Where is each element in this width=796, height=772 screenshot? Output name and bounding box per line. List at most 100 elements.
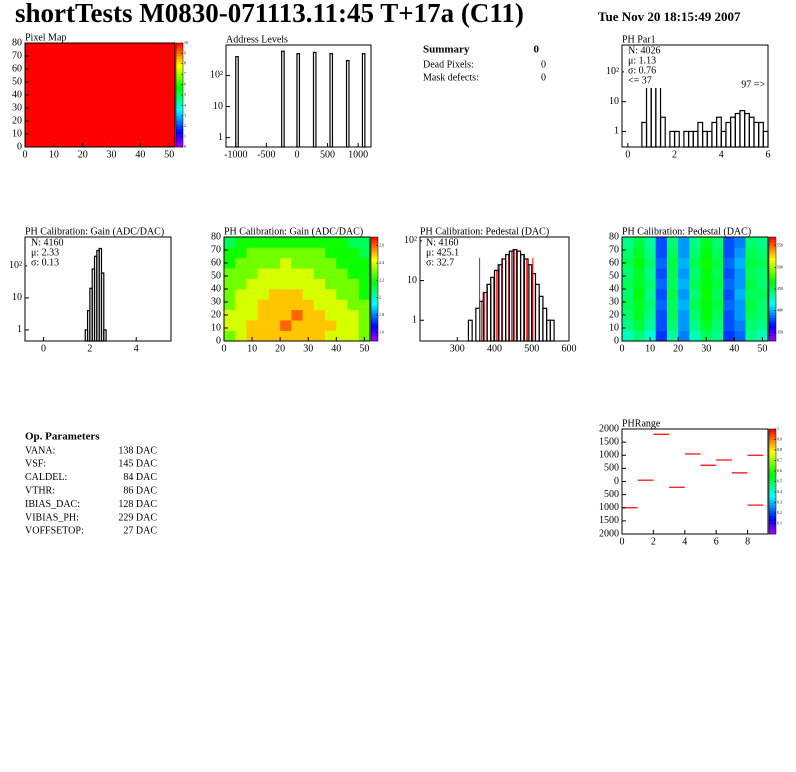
x-tick-label: 4 <box>134 343 139 354</box>
colorbar-step <box>769 486 776 490</box>
heatmap-cell <box>280 299 292 311</box>
colorbar-step <box>371 242 378 246</box>
heatmap-cell <box>291 330 303 342</box>
heatmap-cell <box>734 268 746 279</box>
heatmap-cell <box>622 320 634 331</box>
heatmap-cell <box>700 320 713 331</box>
heatmap-cell <box>734 299 746 311</box>
colorbar-label: 0.7 <box>777 457 782 462</box>
colorbar-step <box>769 333 776 337</box>
heatmap-cell <box>224 320 236 331</box>
stats-line: μ: 1.13 <box>628 55 656 66</box>
heatmap-cell <box>224 247 236 259</box>
heatmap-cell <box>700 278 713 290</box>
colorbar-step <box>769 294 776 298</box>
heatmap-cell <box>644 257 656 269</box>
heatmap-cell <box>644 278 656 290</box>
heatmap-cell <box>734 237 746 248</box>
heatmap-cell <box>734 247 746 259</box>
colorbar-step <box>176 61 183 65</box>
heatmap-cell <box>246 268 258 279</box>
heatmap-cell <box>280 278 292 290</box>
heatmap-cell <box>268 320 281 331</box>
heatmap-cell <box>257 289 270 300</box>
colorbar-label: 350 <box>777 329 783 334</box>
histogram-bin <box>103 329 107 342</box>
heatmap-cell <box>622 309 634 321</box>
heatmap-cell <box>224 289 236 300</box>
heatmap-cell <box>313 330 326 342</box>
heatmap-cell <box>700 289 713 300</box>
y-tick-label: 40 <box>211 283 221 294</box>
y-tick-label: 50 <box>12 76 22 87</box>
colorbar-step <box>769 476 776 480</box>
colorbar-step <box>176 105 183 109</box>
y-tick-label: 20 <box>609 309 619 320</box>
heatmap-cell <box>302 299 315 311</box>
heatmap-cell <box>666 330 679 342</box>
heatmap-cell <box>678 237 690 248</box>
colorbar-step <box>769 505 776 509</box>
heatmap-cell <box>302 257 315 269</box>
colorbar-step <box>769 255 776 259</box>
colorbar-step <box>371 273 378 277</box>
x-tick-label: 2 <box>672 149 677 160</box>
colorbar-step <box>769 502 776 506</box>
colorbar-step <box>769 515 776 519</box>
colorbar-step <box>176 128 183 132</box>
overflow-label: 97 => <box>741 79 765 90</box>
x-tick-label: 0 <box>620 536 625 547</box>
colorbar-step <box>176 87 183 91</box>
heatmap-cell <box>622 257 634 269</box>
colorbar-label: 0.6 <box>777 468 782 473</box>
colorbar-step <box>176 71 183 75</box>
heatmap-cell <box>358 278 371 290</box>
histogram-bin <box>739 110 746 148</box>
colorbar-step <box>769 320 776 324</box>
y-tick-label: 10² <box>210 70 223 81</box>
colorbar-step <box>769 299 776 303</box>
heatmap-cell <box>633 309 645 321</box>
heatmap-cell <box>745 247 758 259</box>
heatmap-cell <box>622 330 634 342</box>
colorbar-step <box>769 518 776 522</box>
colorbar-step <box>176 118 183 122</box>
colorbar-step <box>176 100 183 104</box>
colorbar-label: 2 <box>184 123 186 128</box>
colorbar-step <box>371 247 378 251</box>
y-tick-label: 0 <box>614 476 619 487</box>
colorbar-step <box>769 263 776 266</box>
heatmap-cell <box>734 320 746 331</box>
y-tick-label: 30 <box>211 296 221 307</box>
chart-title: PH Calibration: Gain (ADC/DAC) <box>25 226 164 237</box>
colorbar-step <box>371 239 378 243</box>
x-tick-label: 20 <box>275 343 285 354</box>
heatmap-cell <box>325 247 337 259</box>
colorbar-step <box>769 335 776 339</box>
heatmap-cell <box>291 237 303 248</box>
colorbar-step <box>371 260 378 264</box>
heatmap-cell <box>325 278 337 290</box>
heatmap-cell <box>633 289 645 300</box>
heatmap-cell <box>655 257 668 269</box>
heatmap-cell <box>280 330 292 342</box>
colorbar-step <box>176 66 183 70</box>
heatmap-cell <box>268 257 281 269</box>
histogram-bin <box>706 130 713 148</box>
heatmap-cell <box>678 257 690 269</box>
heatmap-cell <box>655 330 668 342</box>
colorbar-label: 0 <box>184 144 186 149</box>
colorbar-label: 2.6 <box>379 243 384 248</box>
y-tick-label: 60 <box>12 63 22 74</box>
summary-total: 0 <box>534 44 540 56</box>
heatmap-cell <box>711 330 724 342</box>
colorbar-label: 6 <box>184 82 186 87</box>
colorbar-step <box>769 473 776 477</box>
heatmap-cell <box>235 330 247 342</box>
x-tick-label: 4 <box>719 149 724 160</box>
y-tick-label: 30 <box>609 296 619 307</box>
chart-title: PHRange <box>622 418 661 429</box>
y-tick-label: 10 <box>213 101 223 112</box>
heatmap-cell <box>655 289 668 300</box>
heatmap-cell <box>666 278 679 290</box>
